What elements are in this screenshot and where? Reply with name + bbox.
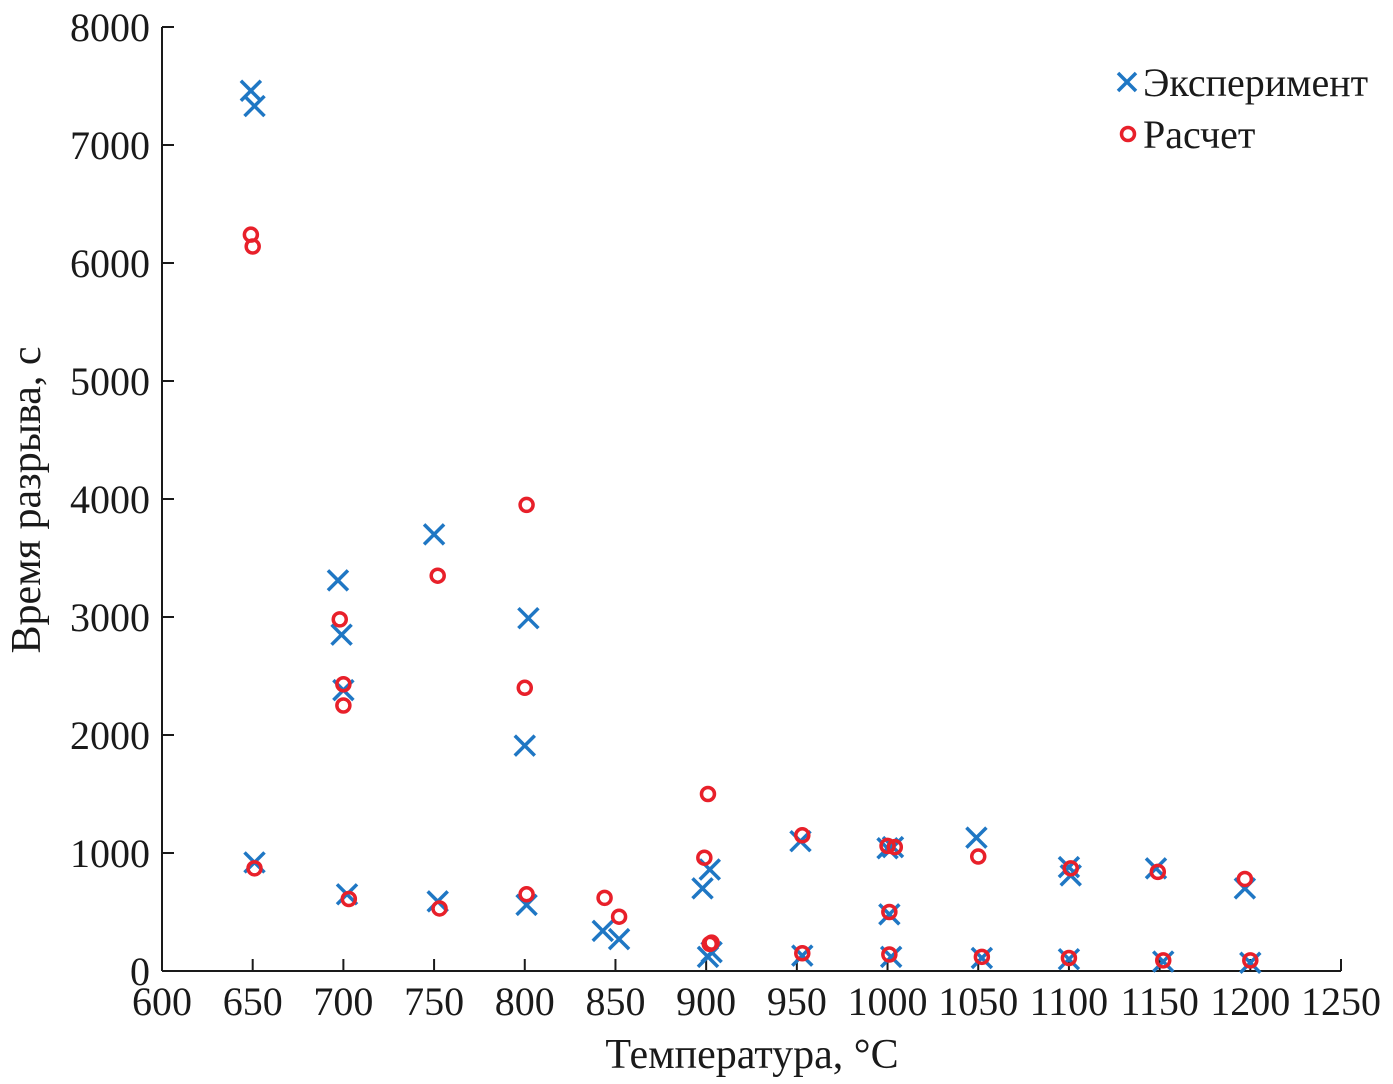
x-tick-label: 1000 xyxy=(848,979,928,1024)
data-point-experiment xyxy=(1152,950,1175,973)
x-tick-label: 800 xyxy=(495,979,555,1024)
x-tick-label: 1200 xyxy=(1210,979,1290,1024)
data-point-calculation xyxy=(881,903,898,921)
data-point-calculation xyxy=(1062,860,1079,877)
data-point-calculation xyxy=(1060,949,1078,967)
y-tick-label: 2000 xyxy=(70,713,150,758)
data-point-experiment xyxy=(513,734,537,757)
data-point-calculation xyxy=(331,611,349,628)
data-point-calculation xyxy=(610,908,628,925)
data-point-calculation xyxy=(973,948,991,966)
x-tick-label: 850 xyxy=(585,979,645,1024)
data-point-experiment xyxy=(243,94,266,118)
data-point-calculation xyxy=(696,849,713,866)
data-point-calculation xyxy=(879,837,896,855)
data-point-calculation xyxy=(703,934,720,951)
y-tick-label: 6000 xyxy=(70,241,150,286)
data-point-experiment xyxy=(330,623,353,646)
data-point-experiment xyxy=(607,927,631,951)
x-tick-label: 650 xyxy=(223,979,283,1024)
data-point-experiment xyxy=(1057,947,1081,971)
y-tick-label: 3000 xyxy=(70,595,150,640)
data-point-calculation xyxy=(246,860,263,877)
data-point-experiment xyxy=(422,523,446,546)
y-axis-title: Время разрыва, с xyxy=(4,346,50,653)
data-point-experiment xyxy=(691,877,714,900)
legend-label-calculation: Расчет xyxy=(1143,112,1255,157)
data-point-calculation xyxy=(431,900,448,917)
y-tick-label: 7000 xyxy=(70,123,150,168)
data-point-calculation xyxy=(1236,870,1254,888)
data-point-calculation xyxy=(881,946,898,963)
legend: Эксперимент Расчет xyxy=(1116,60,1368,157)
data-point-experiment xyxy=(326,569,350,592)
data-point-calculation xyxy=(516,679,534,697)
data-point-calculation xyxy=(1149,863,1167,881)
data-point-experiment xyxy=(965,826,988,849)
data-point-calculation xyxy=(1154,952,1172,969)
x-tick-label: 950 xyxy=(767,979,827,1024)
y-tick-label: 8000 xyxy=(70,5,150,50)
x-tick-label: 700 xyxy=(313,979,373,1024)
x-tick-label: 750 xyxy=(404,979,464,1024)
data-point-calculation xyxy=(518,496,535,514)
data-point-calculation xyxy=(335,676,352,693)
y-tick-label: 5000 xyxy=(70,359,150,404)
x-ticks: 600 650 700 750 800 850 900 950 1000 1050 1100 1150… xyxy=(132,959,1381,1024)
series-calculation xyxy=(242,226,1259,969)
data-point-experiment xyxy=(970,946,994,970)
data-point-experiment xyxy=(517,606,540,630)
legend-marker-experiment xyxy=(1116,71,1138,93)
data-point-calculation xyxy=(596,889,613,907)
legend-marker-calculation xyxy=(1119,125,1137,143)
data-point-experiment xyxy=(591,919,615,943)
data-point-calculation xyxy=(886,838,904,856)
x-tick-label: 900 xyxy=(676,979,736,1024)
x-tick-label: 1150 xyxy=(1120,979,1199,1024)
axes xyxy=(161,27,1341,972)
x-tick-label: 600 xyxy=(132,979,192,1024)
data-point-calculation xyxy=(244,238,261,255)
data-point-calculation xyxy=(518,886,535,903)
x-tick-label: 1250 xyxy=(1301,979,1381,1024)
data-point-calculation xyxy=(429,567,446,584)
data-point-calculation xyxy=(969,848,987,865)
data-point-calculation xyxy=(340,890,358,908)
y-tick-label: 0 xyxy=(130,949,150,994)
data-point-calculation xyxy=(699,785,717,803)
data-point-calculation xyxy=(794,945,811,962)
data-point-calculation xyxy=(1242,952,1259,969)
y-ticks: 0 1000 2000 3000 4000 5000 6000 7000 8000 xyxy=(70,5,174,994)
x-axis-title: Температура, °C xyxy=(605,1032,898,1078)
data-point-calculation xyxy=(794,827,811,844)
data-points xyxy=(239,79,1262,974)
series-experiment xyxy=(239,79,1262,974)
legend-label-experiment: Эксперимент xyxy=(1143,60,1368,105)
x-tick-label: 1100 xyxy=(1030,979,1109,1024)
data-point-calculation xyxy=(335,697,352,714)
y-tick-label: 1000 xyxy=(70,831,150,876)
y-tick-label: 4000 xyxy=(70,477,150,522)
x-tick-label: 1050 xyxy=(938,979,1018,1024)
